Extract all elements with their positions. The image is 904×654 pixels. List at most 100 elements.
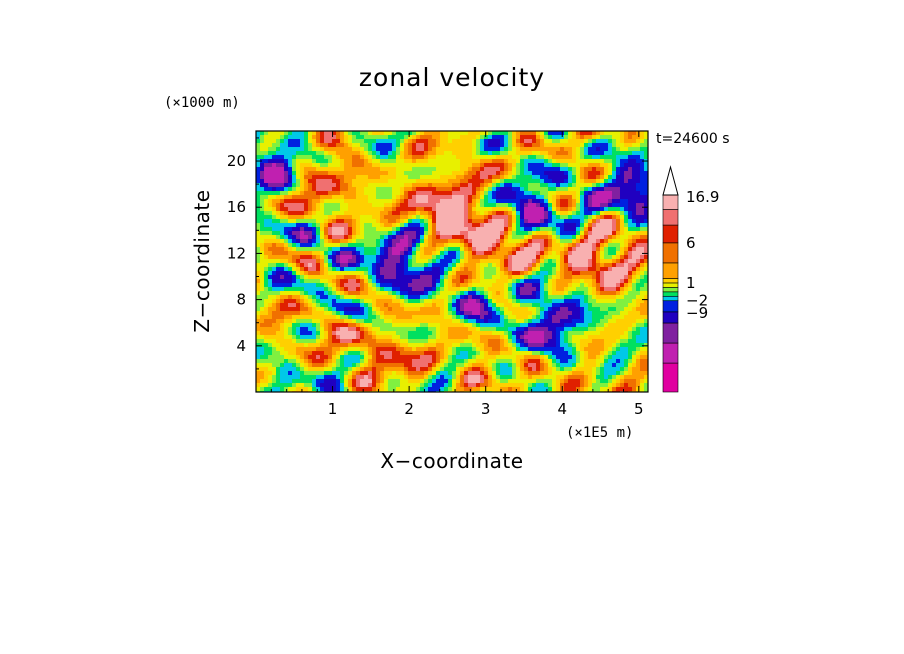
field-cell <box>388 263 393 268</box>
field-cell <box>276 211 281 216</box>
field-cell <box>344 231 349 236</box>
field-cell <box>340 147 345 152</box>
field-cell <box>336 235 341 240</box>
field-cell <box>644 143 649 148</box>
field-cell <box>580 263 585 268</box>
field-cell <box>528 323 533 328</box>
field-cell <box>448 327 453 332</box>
field-cell <box>380 275 385 280</box>
field-cell <box>580 287 585 292</box>
field-cell <box>420 315 425 320</box>
field-cell <box>584 171 589 176</box>
field-cell <box>360 247 365 252</box>
field-cell <box>296 211 301 216</box>
field-cell <box>368 307 373 312</box>
field-cell <box>328 231 333 236</box>
field-cell <box>600 179 605 184</box>
field-cell <box>572 171 577 176</box>
field-cell <box>408 143 413 148</box>
field-cell <box>444 151 449 156</box>
field-cell <box>516 287 521 292</box>
field-cell <box>572 327 577 332</box>
field-cell <box>272 247 277 252</box>
field-cell <box>472 311 477 316</box>
field-cell <box>364 167 369 172</box>
field-cell <box>436 235 441 240</box>
field-cell <box>608 283 613 288</box>
field-cell <box>312 139 317 144</box>
field-cell <box>316 139 321 144</box>
field-cell <box>300 327 305 332</box>
field-cell <box>264 251 269 256</box>
field-cell <box>508 283 513 288</box>
field-cell <box>436 179 441 184</box>
field-cell <box>568 183 573 188</box>
field-cell <box>536 207 541 212</box>
field-cell <box>464 275 469 280</box>
field-cell <box>616 291 621 296</box>
field-cell <box>264 247 269 252</box>
field-cell <box>300 287 305 292</box>
field-cell <box>548 275 553 280</box>
field-cell <box>440 183 445 188</box>
field-cell <box>352 315 357 320</box>
field-cell <box>268 163 273 168</box>
field-cell <box>628 211 633 216</box>
field-cell <box>344 319 349 324</box>
field-cell <box>520 187 525 192</box>
field-cell <box>536 307 541 312</box>
field-cell <box>476 139 481 144</box>
field-cell <box>564 243 569 248</box>
field-cell <box>636 143 641 148</box>
field-cell <box>480 259 485 264</box>
field-cell <box>516 147 521 152</box>
field-cell <box>364 227 369 232</box>
field-cell <box>544 191 549 196</box>
field-cell <box>596 295 601 300</box>
field-cell <box>516 283 521 288</box>
field-cell <box>488 143 493 148</box>
field-cell <box>548 135 553 140</box>
field-cell <box>324 315 329 320</box>
field-cell <box>404 171 409 176</box>
field-cell <box>412 199 417 204</box>
field-cell <box>592 327 597 332</box>
field-cell <box>480 299 485 304</box>
field-cell <box>436 175 441 180</box>
field-cell <box>400 247 405 252</box>
field-cell <box>504 207 509 212</box>
field-cell <box>416 239 421 244</box>
field-cell <box>488 135 493 140</box>
field-cell <box>460 259 465 264</box>
field-cell <box>332 235 337 240</box>
field-cell <box>260 295 265 300</box>
field-cell <box>412 243 417 248</box>
field-cell <box>488 243 493 248</box>
field-cell <box>608 191 613 196</box>
field-cell <box>264 299 269 304</box>
field-cell <box>632 223 637 228</box>
field-cell <box>564 275 569 280</box>
field-cell <box>528 295 533 300</box>
field-cell <box>376 255 381 260</box>
field-cell <box>356 135 361 140</box>
field-cell <box>436 183 441 188</box>
field-cell <box>520 259 525 264</box>
field-cell <box>308 315 313 320</box>
field-cell <box>376 211 381 216</box>
field-cell <box>492 163 497 168</box>
field-cell <box>560 151 565 156</box>
field-cell <box>332 167 337 172</box>
field-cell <box>492 147 497 152</box>
field-cell <box>572 267 577 272</box>
field-cell <box>264 319 269 324</box>
field-cell <box>632 155 637 160</box>
field-cell <box>500 319 505 324</box>
field-cell <box>600 143 605 148</box>
field-cell <box>436 219 441 224</box>
field-cell <box>496 143 501 148</box>
field-cell <box>532 271 537 276</box>
field-cell <box>532 231 537 236</box>
field-cell <box>308 195 313 200</box>
field-cell <box>584 175 589 180</box>
